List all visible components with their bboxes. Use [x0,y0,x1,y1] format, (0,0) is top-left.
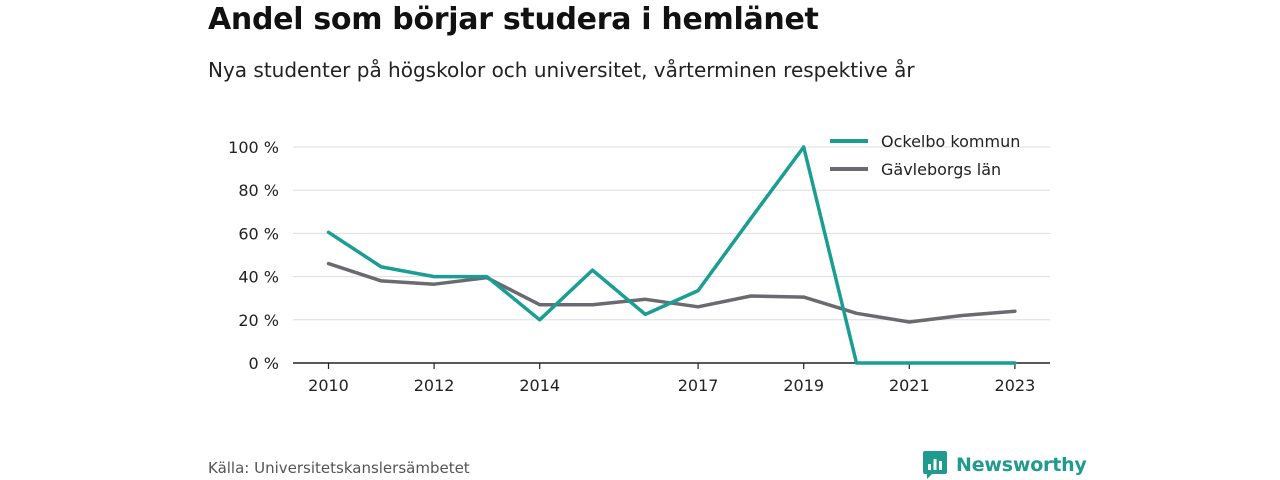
series-lines [326,145,1017,365]
x-tick-label: 2014 [519,376,560,395]
legend-label: Gävleborgs län [881,160,1001,179]
y-tick-label: 80 % [238,181,279,200]
chart-subtitle: Nya studenter på högskolor och universit… [208,58,915,82]
y-tick-label: 20 % [238,311,279,330]
x-tick-label: 2012 [414,376,455,395]
brand-name: Newsworthy [956,454,1087,476]
y-tick-label: 100 % [228,138,279,157]
source-note: Källa: Universitetskanslersämbetet [208,459,470,477]
x-axis-ticks: 2010 2012 2014 2017 2019 2021 2023 [308,363,1035,395]
chart-title: Andel som börjar studera i hemlänet [208,2,819,37]
y-tick-label: 60 % [238,224,279,243]
legend-label: Ockelbo kommun [881,132,1020,151]
series-line-0 [326,145,1017,365]
series-line-1 [326,261,1017,324]
legend: Ockelbo kommun Gävleborgs län [830,132,1020,179]
x-tick-label: 2023 [995,376,1036,395]
y-tick-label: 40 % [238,268,279,287]
x-tick-label: 2010 [308,376,349,395]
bar-chart-logo-icon [923,451,947,479]
brand-logo: Newsworthy [922,450,1087,480]
grid-lines [293,146,1050,364]
y-axis-ticks: 0 % 20 % 40 % 60 % 80 % 100 % [228,138,279,373]
y-tick-label: 0 % [249,354,279,373]
x-tick-label: 2017 [678,376,719,395]
x-tick-label: 2019 [783,376,824,395]
x-tick-label: 2021 [889,376,930,395]
